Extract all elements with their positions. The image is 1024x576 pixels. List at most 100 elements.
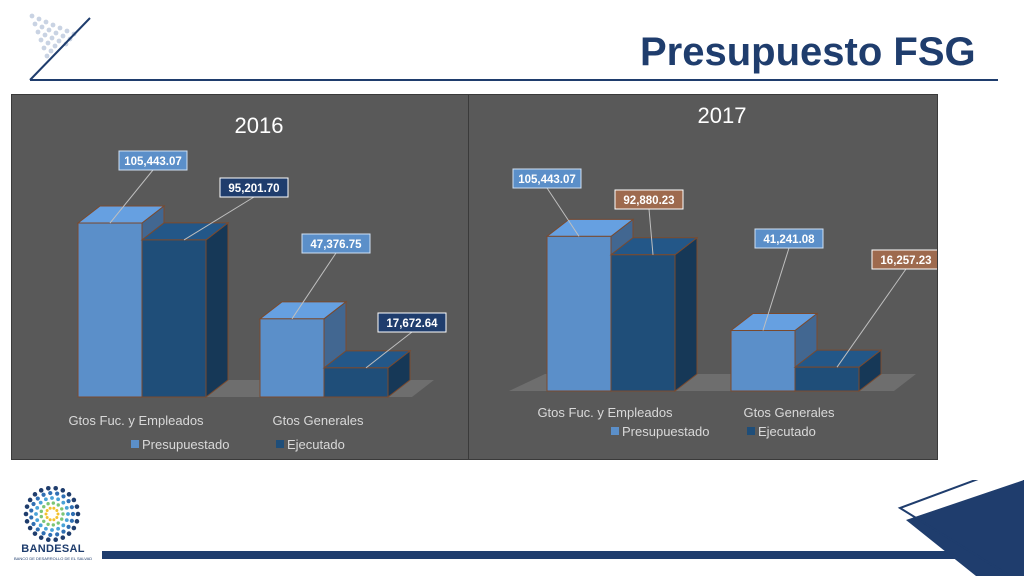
emblem-dot [50, 528, 54, 532]
legend-label-ejecutado: Ejecutado [287, 437, 345, 452]
logo-dot [38, 37, 44, 43]
emblem-dot [24, 519, 30, 524]
emblem-dot [43, 526, 48, 531]
data-label: 92,880.23 [623, 195, 674, 207]
emblem-dot [55, 508, 59, 512]
emblem-dot [60, 535, 66, 540]
logo-dot [57, 25, 63, 31]
data-label: 16,257.23 [880, 255, 931, 267]
emblem-dot [51, 523, 56, 527]
logo-dot [60, 33, 66, 39]
emblem-dot [66, 499, 71, 504]
emblem-dot [39, 514, 44, 519]
emblem-dot [56, 521, 60, 525]
data-label: 105,443.07 [518, 174, 576, 186]
category-label: Gtos Fuc. y Empleados [537, 405, 673, 420]
legend-swatch-ejecutado [747, 427, 755, 435]
leader-line [648, 208, 654, 255]
chart-2017: 2017 Gtos Fuc. y Empleados Gtos Generales 1… [468, 94, 941, 460]
data-label-box [512, 168, 582, 189]
emblem-dot [60, 517, 64, 521]
data-label-box [754, 228, 824, 249]
emblem-dot [51, 501, 56, 505]
bar-front [259, 318, 325, 398]
emblem-dot [53, 537, 59, 543]
logo-dot [43, 19, 49, 25]
emblem-dot [27, 497, 33, 503]
emblem-dot [35, 527, 40, 532]
slide-title: Presupuesto FSG [640, 30, 976, 74]
emblem-dot [66, 524, 71, 529]
emblem-dot [44, 512, 48, 516]
logo-dot [52, 43, 58, 49]
logo-dot-cluster [29, 13, 77, 59]
legend-label-presupuestado: Presupuestado [622, 424, 709, 439]
bandesal-logo-subtitle: BANCO DE DESARROLLO DE EL SALVADOR [14, 556, 92, 561]
emblem-dot [43, 497, 48, 502]
header-decoration [29, 13, 998, 81]
bar-front [77, 222, 143, 398]
emblem-dot [64, 518, 69, 523]
logo-dot [50, 22, 56, 28]
header-diagonal-line [29, 17, 91, 81]
emblem-dot [50, 496, 54, 500]
data-label: 47,376.75 [310, 239, 362, 251]
emblem-dot [23, 511, 29, 517]
emblem-dot [48, 532, 53, 538]
data-label-box [118, 150, 188, 171]
bar-ejecutado-1 [793, 349, 883, 393]
emblem-dot [71, 525, 77, 531]
emblem-dot [27, 525, 33, 531]
emblem-dot [52, 518, 56, 522]
emblem-dot [61, 494, 66, 499]
emblem-dot [46, 522, 50, 526]
logo-dot [56, 38, 62, 44]
logo-dot [44, 53, 50, 59]
bar-front [794, 366, 860, 392]
emblem-dot [38, 500, 43, 505]
logo-dot [42, 32, 48, 38]
emblem-dot [70, 511, 76, 517]
emblem-dot [56, 497, 61, 502]
bar-side [205, 221, 229, 399]
emblem-dot [56, 512, 60, 516]
corner-triangle [906, 480, 1024, 576]
emblem-dot [29, 508, 34, 513]
bar-front [546, 235, 612, 392]
data-label: 105,443.07 [124, 156, 182, 168]
emblem-dot [32, 492, 38, 497]
bandesal-logo-emblem [23, 485, 81, 543]
footer-bar [102, 551, 982, 559]
emblem-dot [55, 516, 59, 520]
emblem-dot [34, 512, 38, 516]
emblem-dot [66, 512, 70, 516]
emblem-dot [66, 531, 72, 536]
emblem-dot [71, 497, 77, 503]
logo-dot [35, 29, 41, 35]
emblem-dot [61, 529, 66, 534]
emblem-dot [45, 508, 49, 512]
emblem-dot [55, 532, 60, 537]
chart-title: 2016 [235, 113, 284, 138]
emblem-dot [31, 521, 36, 527]
logo-dot [53, 30, 59, 36]
emblem-dot [69, 518, 74, 523]
emblem-dot [35, 496, 40, 501]
corner-outline [897, 480, 1024, 576]
data-label: 17,672.64 [386, 318, 438, 330]
emblem-dot [39, 509, 44, 514]
leader-line [109, 169, 154, 224]
emblem-dot [55, 491, 60, 496]
footer-decoration [23, 480, 1024, 576]
bar-ejecutado-0 [609, 236, 699, 393]
data-label: 95,201.70 [228, 183, 279, 195]
logo-dot [41, 45, 47, 51]
bar-side [674, 236, 698, 393]
bar-front [730, 330, 796, 392]
emblem-dot [69, 505, 74, 510]
logo-dot [29, 13, 35, 19]
emblem-dot [45, 516, 49, 520]
leader-line [762, 247, 790, 331]
bar-front [323, 367, 389, 398]
emblem-dot [66, 492, 72, 497]
